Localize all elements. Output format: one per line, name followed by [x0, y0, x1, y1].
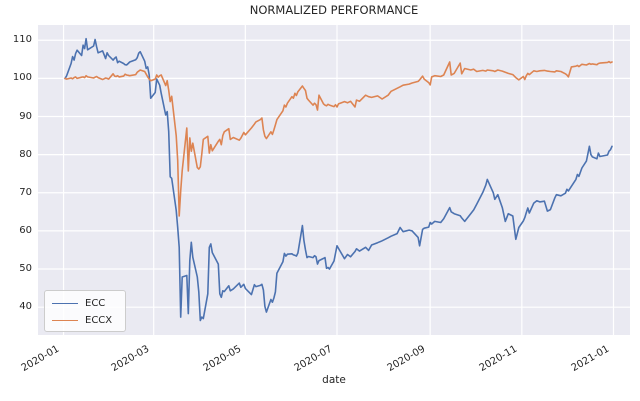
- legend-line-swatch-ecc: [52, 303, 78, 304]
- y-tick-label: 60: [19, 224, 32, 236]
- legend: ECC ECCX: [44, 290, 126, 332]
- y-tick-label: 50: [19, 263, 32, 275]
- y-tick-label: 40: [19, 301, 32, 313]
- legend-item-eccx: ECCX: [52, 312, 118, 329]
- plot-background: [38, 25, 630, 335]
- y-tick-label: 110: [12, 34, 32, 46]
- y-tick-label: 80: [19, 148, 32, 160]
- chart-title: NORMALIZED PERFORMANCE: [249, 3, 419, 17]
- y-tick-label: 70: [19, 186, 32, 198]
- y-tick-label: 100: [12, 72, 32, 84]
- legend-label-eccx: ECCX: [85, 315, 113, 326]
- y-tick-label: 90: [19, 110, 32, 122]
- legend-line-swatch-eccx: [52, 320, 78, 321]
- x-axis-label: date: [322, 374, 346, 386]
- series-line-eccx: [64, 60, 613, 217]
- legend-label-ecc: ECC: [85, 298, 106, 309]
- legend-item-ecc: ECC: [52, 295, 118, 312]
- series-line-ecc: [64, 37, 613, 322]
